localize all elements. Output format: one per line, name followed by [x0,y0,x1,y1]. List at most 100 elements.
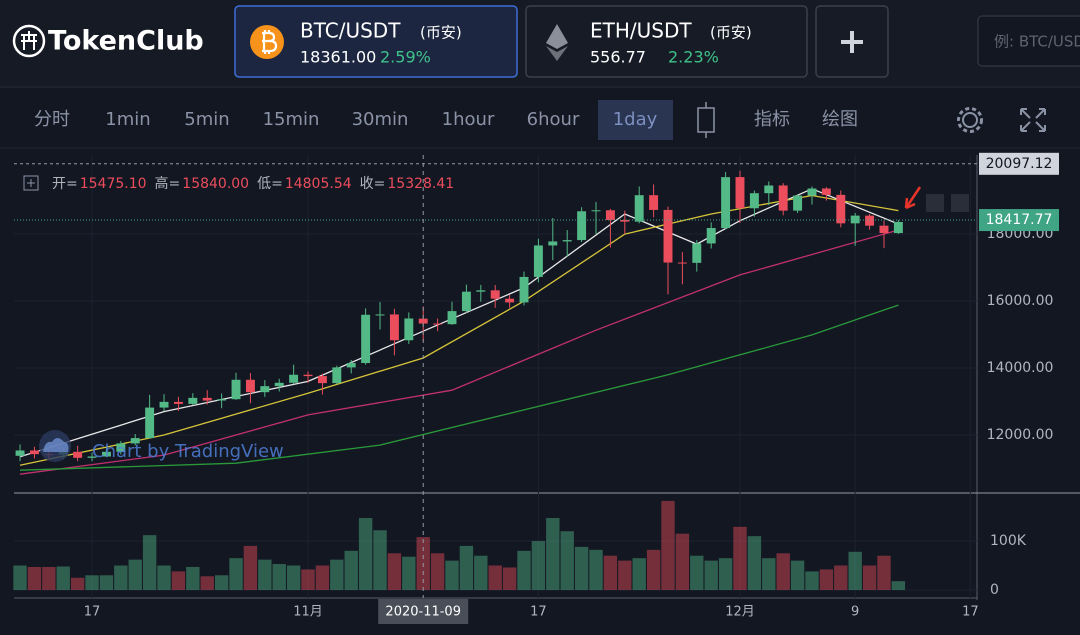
candle-body [433,323,443,325]
candle-body [519,276,529,303]
candle-body [490,290,500,299]
pair-change: 2.59% [380,48,431,67]
y-tick-label: 14000.00 [987,360,1054,376]
interval-button[interactable]: 30min [352,109,409,130]
candle-body [202,397,212,401]
volume-bar [85,575,99,590]
volume-bar [214,575,229,590]
moving-average [19,229,899,475]
candle-body [101,451,111,457]
candle-body [663,209,673,263]
candle-body [217,399,227,401]
candle-body [145,407,155,439]
candle-type-icon[interactable] [697,107,715,133]
volume-bar [373,530,387,590]
volume-bar [387,553,402,590]
settings-icon[interactable] [962,112,978,128]
legend-toggle[interactable] [23,175,39,191]
candle-body [893,221,903,234]
interval-button[interactable]: 5min [184,109,229,130]
eth-icon [546,24,568,49]
interval-bar: 分时 1min 5min 15min 30min 1hour 6hour 1day [34,100,673,140]
volume-bar [632,558,646,590]
watermark: Chart by TradingView [92,441,284,462]
tool-button[interactable]: 绘图 [822,109,858,130]
candle-body [721,177,731,229]
interval-button[interactable]: 1day [613,109,658,130]
candle-body [749,193,759,209]
interval-button[interactable]: 1min [105,109,150,130]
candle-body [634,195,644,222]
volume-bar [690,555,704,590]
volume-bar [790,560,805,590]
volume-bar [27,566,42,590]
settings-icon [957,107,983,133]
volume-bar [618,560,632,590]
pair-symbol: ETH/USDT [590,19,692,43]
pair-price: 556.77 [590,48,646,67]
candle-body [821,188,831,195]
x-tick-label: 12月 [725,605,755,620]
volume-bar [272,564,286,590]
volume-bar [704,560,718,590]
btc-glyph [262,30,278,54]
y-tick-label: 12000.00 [987,427,1054,443]
tool-button[interactable]: 指标 [754,109,790,130]
pair-exchange: (币安) [420,24,462,42]
interval-button[interactable]: 15min [263,109,320,130]
volume-bar [661,500,675,590]
volume-bar [862,565,877,590]
candle-body [29,450,39,455]
legend-label: 低= [257,176,283,192]
candle-body [735,177,745,209]
candle-body [605,210,615,220]
search-placeholder: 例: BTC/USDT [994,33,1080,51]
logo-text: TokenClub [48,26,204,57]
candle-body [836,194,846,224]
volume-bar [834,565,848,590]
volume-bar [430,553,445,590]
logo-glyph [21,31,37,50]
candle-body [173,401,183,404]
candle-body [778,185,788,211]
volume-bar [546,518,560,590]
candle-body [332,367,342,384]
volume-bar [531,541,546,590]
candle-body [533,245,543,277]
interval-button[interactable]: 分时 [34,109,70,130]
scroll-button[interactable] [951,194,969,212]
candle-body [317,376,327,384]
candle-body [389,314,399,341]
volume-bar [776,553,790,590]
candle-body [260,386,270,393]
volume-bar [646,549,661,590]
fullscreen-icon[interactable] [1020,108,1046,132]
volume-bar [733,526,747,590]
interval-button[interactable]: 1hour [442,109,495,130]
interval-selected [598,100,673,140]
volume-bar [718,558,733,590]
pair-tab[interactable] [234,5,518,78]
candle-body [677,262,687,264]
pair-exchange: (币安) [710,24,752,42]
candle-body [303,374,313,377]
legend-value: 15840.00 [182,176,249,192]
pair-tab[interactable] [525,5,808,78]
candle-body [375,314,385,316]
interval-button[interactable]: 6hour [527,109,580,130]
legend-value: 15475.10 [80,176,147,192]
volume-bar [474,555,488,590]
legend-toggle [27,179,35,187]
scroll-button[interactable] [926,194,944,212]
x-tick-label: 17 [962,605,979,620]
candle-body [793,195,803,211]
search-input[interactable] [977,15,1080,67]
volume-bar [574,546,589,590]
volume-bar [488,565,502,590]
candle-body [159,401,169,408]
crosshair-label: 2020-11-09 [385,605,461,620]
candle-body [73,451,83,458]
volume-bar [301,569,315,590]
volume-bar [877,555,891,590]
